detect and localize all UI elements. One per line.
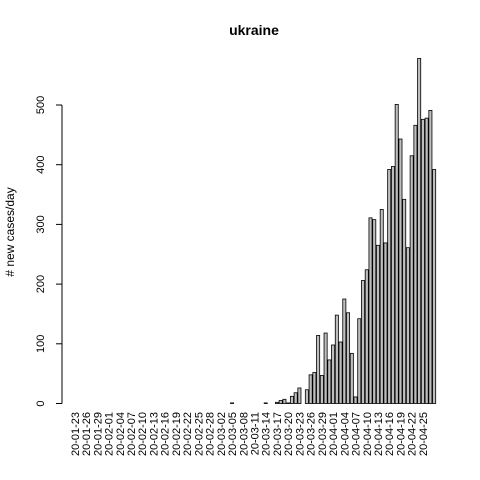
x-tick-label: 20-04-16: [384, 412, 396, 456]
bar-20-04-08: [357, 318, 362, 404]
x-tick-label: 20-04-07: [351, 412, 363, 456]
bar-20-04-23: [413, 124, 418, 404]
bar-20-03-23: [297, 387, 302, 404]
bars: [230, 58, 437, 404]
x-tick-label: 20-03-11: [250, 412, 262, 455]
bar-20-04-03: [338, 341, 343, 404]
bar-20-04-09: [361, 280, 365, 404]
bar-20-03-19: [282, 398, 287, 404]
x-tick-label: 20-04-25: [418, 412, 430, 456]
bar-20-04-24: [417, 58, 422, 404]
x-tick-label: 20-01-29: [92, 412, 104, 456]
y-tick-label: 500: [35, 96, 47, 114]
bar-20-03-20: [286, 402, 291, 404]
y-tick-label: 0: [35, 400, 47, 406]
bar-20-03-05: [230, 402, 235, 404]
bar-20-04-05: [346, 312, 351, 404]
bar-20-04-26: [424, 117, 429, 404]
x-tick-label: 20-04-01: [328, 412, 340, 456]
x-tick-label: 20-02-22: [182, 412, 194, 456]
y-tick-label: 200: [35, 275, 47, 293]
x-tick-label: 20-03-14: [261, 412, 273, 456]
bar-20-04-28: [432, 169, 437, 404]
bar-20-03-21: [289, 395, 294, 404]
bar-20-04-19: [398, 138, 403, 404]
bar-20-04-14: [379, 209, 384, 404]
bar-20-04-10: [364, 269, 369, 404]
x-tick-label: 20-02-01: [104, 412, 116, 456]
bar-20-03-17: [274, 401, 279, 404]
bar-20-04-11: [368, 217, 373, 404]
bar-20-04-17: [391, 166, 395, 404]
x-tick-label: 20-02-25: [193, 412, 205, 456]
bar-20-04-12: [372, 219, 377, 404]
bar-20-04-13: [376, 244, 380, 404]
x-tick-label: 20-02-04: [115, 412, 127, 456]
y-axis-label: # new cases/day: [3, 187, 17, 276]
bar-20-04-04: [342, 298, 347, 404]
x-tick-label: 20-02-19: [171, 412, 183, 456]
bar-20-04-07: [353, 396, 358, 404]
x-tick-label: 20-03-20: [283, 412, 295, 456]
x-tick-label: 20-02-28: [205, 412, 217, 456]
bar-20-04-22: [409, 155, 414, 404]
bar-20-03-27: [312, 372, 317, 404]
bar-20-04-16: [387, 169, 392, 404]
bar-20-03-22: [293, 392, 298, 404]
x-tick-label: 20-02-13: [148, 412, 160, 456]
x-tick-label: 20-02-07: [126, 412, 138, 456]
x-tick-label: 20-04-13: [373, 412, 385, 456]
x-tick-label: 20-04-19: [395, 412, 407, 456]
bar-20-04-06: [349, 352, 354, 404]
bar-20-03-26: [308, 374, 313, 404]
bar-20-04-01: [331, 344, 336, 404]
bar-20-04-27: [428, 109, 433, 404]
bar-20-03-14: [263, 402, 268, 404]
bar-20-03-30: [323, 332, 328, 404]
bar-20-03-29: [319, 375, 324, 404]
bar-20-04-18: [394, 104, 399, 404]
y-axis: 0 100 200 300 400 500: [35, 96, 63, 407]
y-tick-label: 100: [35, 335, 47, 353]
bar-20-04-15: [383, 242, 388, 404]
y-tick-label: 400: [35, 156, 47, 174]
x-tick-label: 20-04-04: [339, 412, 351, 456]
bar-20-04-25: [420, 118, 425, 404]
x-tick-label: 20-03-29: [317, 412, 329, 456]
y-tick-label: 300: [35, 215, 47, 233]
x-tick-label: 20-03-05: [227, 412, 239, 456]
bar-20-04-02: [334, 314, 339, 404]
bar-20-04-21: [405, 247, 410, 404]
bar-20-03-18: [278, 400, 283, 404]
bar-20-03-28: [316, 335, 321, 404]
x-tick-label: 20-04-22: [407, 412, 419, 456]
bar-20-03-25: [304, 389, 309, 404]
bar-20-04-20: [402, 198, 407, 404]
chart-title: ukraine: [229, 22, 279, 38]
x-tick-label: 20-02-10: [137, 412, 149, 456]
bar-20-03-31: [327, 359, 332, 404]
x-tick-label: 20-03-02: [216, 412, 228, 456]
x-tick-label: 20-01-23: [70, 412, 82, 456]
x-tick-label: 20-01-26: [81, 412, 93, 456]
x-tick-label: 20-04-10: [362, 412, 374, 456]
x-axis: 20-01-23 20-01-26 20-01-29 20-02-01 20-02-04…: [70, 412, 430, 456]
x-tick-label: 20-03-23: [294, 412, 306, 456]
x-tick-label: 20-03-17: [272, 412, 284, 456]
x-tick-label: 20-03-26: [306, 412, 318, 456]
x-tick-label: 20-02-16: [160, 412, 172, 456]
x-tick-label: 20-03-08: [238, 412, 250, 456]
